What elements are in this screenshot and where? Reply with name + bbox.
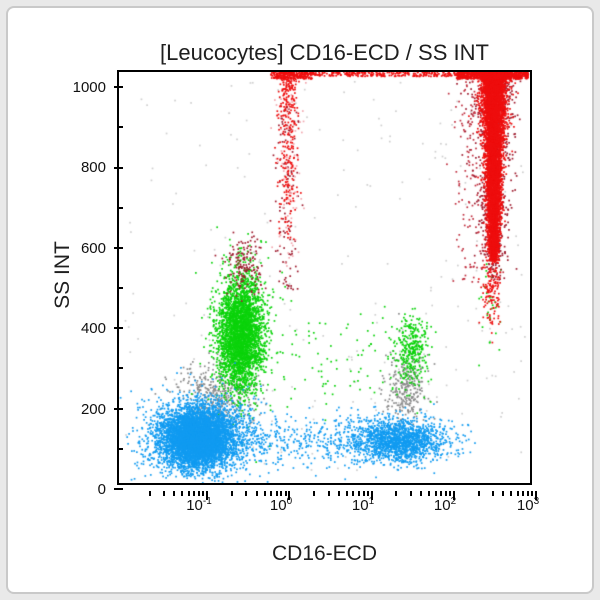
x-major-tick [370, 491, 373, 500]
x-minor-tick [187, 491, 190, 496]
x-minor-tick [449, 491, 452, 496]
y-tick-label-600: 600 [80, 240, 106, 257]
x-minor-tick [230, 491, 233, 496]
x-minor-tick [527, 491, 530, 496]
y-major-tick [114, 246, 123, 249]
y-major-tick [114, 407, 123, 410]
x-minor-tick [275, 491, 278, 496]
x-tick-base: 10 [516, 497, 534, 514]
x-tick-label-1e1: 101 [341, 496, 385, 515]
x-tick-exp: 1 [368, 496, 375, 507]
y-major-tick [114, 327, 123, 330]
x-major-tick [452, 491, 455, 500]
x-minor-tick [477, 491, 480, 496]
x-minor-tick [345, 491, 348, 496]
x-minor-tick [202, 491, 205, 496]
y-minor-tick [118, 287, 123, 290]
x-minor-tick [492, 491, 495, 496]
x-minor-tick [193, 491, 196, 496]
x-tick-base: 10 [433, 497, 451, 514]
x-minor-tick [245, 491, 248, 496]
x-minor-tick [531, 491, 534, 496]
x-minor-tick [428, 491, 431, 496]
y-minor-tick [118, 126, 123, 129]
screenshot-frame: [Leucocytes] CD16-ECD / SS INT SS INT 10… [6, 6, 594, 594]
x-axis-label: CD16-ECD [271, 542, 378, 565]
x-minor-tick [181, 491, 184, 496]
y-major-tick [114, 488, 123, 490]
x-major-tick [288, 491, 291, 500]
x-tick-exp: -1 [202, 496, 212, 507]
y-minor-tick [118, 206, 123, 209]
x-minor-tick [173, 491, 176, 496]
x-tick-label-1e2: 102 [423, 496, 467, 515]
x-minor-tick [362, 491, 365, 496]
x-minor-tick [420, 491, 423, 496]
x-minor-tick [357, 491, 360, 496]
x-tick-base: 10 [186, 497, 203, 514]
x-minor-tick [510, 491, 513, 496]
x-minor-tick [516, 491, 519, 496]
y-tick-label-1000: 1000 [72, 79, 106, 96]
y-major-tick [114, 166, 123, 169]
x-tick-label-1e0: 100 [259, 496, 303, 515]
y-major-tick [114, 86, 123, 89]
x-minor-tick [366, 491, 369, 496]
y-minor-tick [118, 447, 123, 450]
x-minor-tick [198, 491, 201, 496]
x-tick-label-1e3: 103 [506, 496, 550, 515]
x-minor-tick [409, 491, 412, 496]
x-minor-tick [263, 491, 266, 496]
x-tick-exp: 2 [450, 496, 457, 507]
x-tick-exp: 3 [533, 496, 540, 507]
x-tick-base: 10 [269, 497, 287, 514]
x-minor-tick [280, 491, 283, 496]
scatter-canvas [119, 72, 530, 483]
x-tick-exp: 0 [286, 496, 293, 507]
x-minor-tick [313, 491, 316, 496]
plot-title: [Leucocytes] CD16-ECD / SS INT [160, 40, 489, 65]
y-tick-label-400: 400 [80, 320, 106, 337]
x-minor-tick [337, 491, 340, 496]
x-minor-tick [395, 491, 398, 496]
x-minor-tick [255, 491, 258, 496]
x-major-tick [206, 491, 209, 500]
y-tick-label-200: 200 [80, 401, 106, 418]
x-minor-tick [522, 491, 525, 496]
x-minor-tick [440, 491, 443, 496]
y-minor-tick [118, 367, 123, 370]
x-minor-tick [444, 491, 447, 496]
x-minor-tick [284, 491, 287, 496]
x-minor-tick [148, 491, 151, 496]
x-minor-tick [270, 491, 273, 496]
y-tick-label-0: 0 [97, 481, 106, 498]
x-minor-tick [352, 491, 355, 496]
x-minor-tick [327, 491, 330, 496]
y-axis-label: SS INT [51, 241, 74, 309]
x-tick-base: 10 [351, 497, 369, 514]
x-major-tick [535, 491, 537, 500]
x-minor-tick [434, 491, 437, 496]
x-minor-tick [163, 491, 166, 496]
plot-area [117, 70, 532, 485]
x-tick-label-1e-1: 10-1 [177, 496, 221, 515]
x-minor-tick [502, 491, 505, 496]
y-tick-label-800: 800 [80, 159, 106, 176]
